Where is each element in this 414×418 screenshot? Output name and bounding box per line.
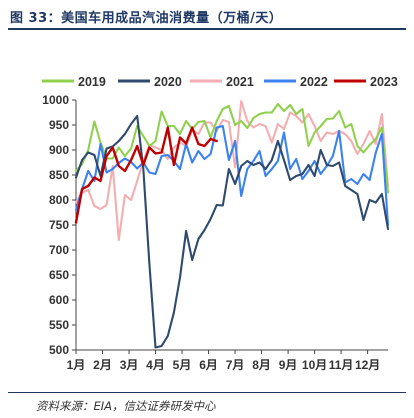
legend-label-2021: 2021 [226,75,254,89]
x-tick-label: 5月 [173,358,192,372]
legend-label-2019: 2019 [78,75,106,89]
y-tick-label: 900 [49,143,69,157]
x-tick-label: 9月 [279,358,298,372]
y-tick-label: 1000 [42,93,69,107]
y-tick-label: 950 [49,118,69,132]
series-layer [74,99,390,349]
footer-rule [8,392,406,393]
y-tick-label: 550 [49,318,69,332]
y-axis: 500 550 600 650 700 750 800 850 900 950 1000 [42,93,77,357]
y-tick-label: 500 [49,343,69,357]
x-tick-label: 1月 [67,358,86,372]
y-tick-label: 700 [49,243,69,257]
y-tick-label: 750 [49,218,69,232]
y-tick-label: 800 [49,193,69,207]
title-rule [8,28,406,30]
x-tick-label: 6月 [199,358,218,372]
x-tick-label: 3月 [120,358,139,372]
y-tick-label: 850 [49,168,69,182]
y-tick-label: 600 [49,293,69,307]
chart-legend: 2019 2020 2021 2022 2023 [42,75,398,89]
x-tick-label: 12月 [355,358,380,372]
x-tick-label: 8月 [252,358,271,372]
source-note: 资料来源：EIA，信达证券研发中心 [36,399,216,413]
series-line-2020 [74,114,390,349]
line-chart: 2019 2020 2021 2022 2023 500 550 600 650 700 750 8… [42,75,398,372]
legend-label-2020: 2020 [154,75,182,89]
x-tick-label: 4月 [146,358,165,372]
legend-label-2022: 2022 [300,75,328,89]
series-line-2019 [74,102,390,194]
series-line-2021 [74,99,390,242]
series-line-2023 [74,126,218,224]
x-axis: 1月 2月 3月 4月 5月 6月 7月 8月 9月 10月 11月 12月 [67,349,388,372]
legend-label-2023: 2023 [370,75,398,89]
x-tick-label: 2月 [93,358,112,372]
series-line-2022 [74,124,390,227]
x-tick-label: 11月 [329,358,354,372]
figure-title: 图 33：美国车用成品汽油消费量（万桶/天） [10,11,283,26]
x-tick-label: 7月 [226,358,245,372]
y-tick-label: 650 [49,268,69,282]
x-tick-label: 10月 [302,358,327,372]
